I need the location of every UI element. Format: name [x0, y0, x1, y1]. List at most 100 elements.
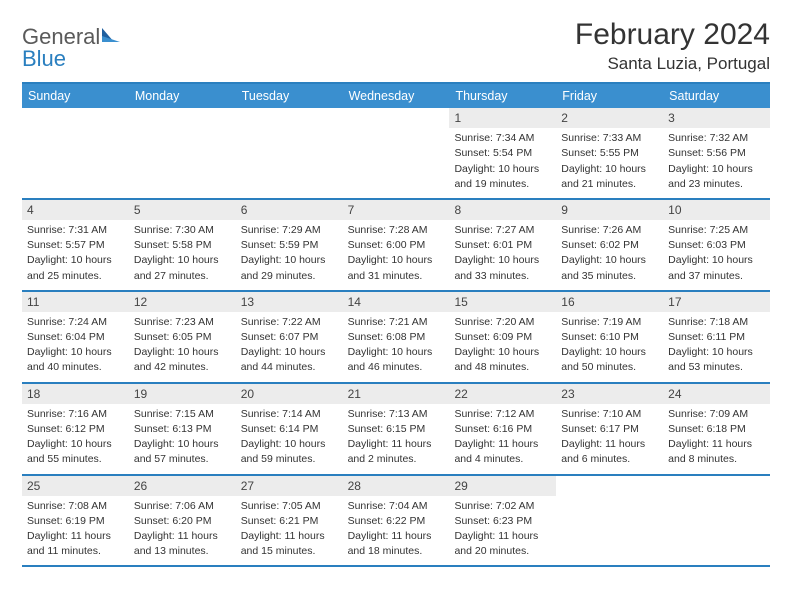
sunset-text: Sunset: 6:18 PM — [668, 422, 765, 436]
calendar-cell: 16Sunrise: 7:19 AMSunset: 6:10 PMDayligh… — [556, 292, 663, 382]
calendar-cell: 1Sunrise: 7:34 AMSunset: 5:54 PMDaylight… — [449, 108, 556, 198]
daylight-text: Daylight: 10 hours — [348, 253, 445, 267]
day-details: Sunrise: 7:32 AMSunset: 5:56 PMDaylight:… — [663, 128, 770, 198]
calendar-cell: 19Sunrise: 7:15 AMSunset: 6:13 PMDayligh… — [129, 384, 236, 474]
day-details: Sunrise: 7:29 AMSunset: 5:59 PMDaylight:… — [236, 220, 343, 290]
daylight-text: Daylight: 10 hours — [668, 345, 765, 359]
sunrise-text: Sunrise: 7:26 AM — [561, 223, 658, 237]
dow-thursday: Thursday — [449, 84, 556, 108]
sunset-text: Sunset: 6:23 PM — [454, 514, 551, 528]
sunrise-text: Sunrise: 7:10 AM — [561, 407, 658, 421]
calendar-week: 4Sunrise: 7:31 AMSunset: 5:57 PMDaylight… — [22, 200, 770, 292]
day-details: Sunrise: 7:22 AMSunset: 6:07 PMDaylight:… — [236, 312, 343, 382]
daylight-text: and 8 minutes. — [668, 452, 765, 466]
day-details: Sunrise: 7:19 AMSunset: 6:10 PMDaylight:… — [556, 312, 663, 382]
day-number: 14 — [343, 292, 450, 312]
sunset-text: Sunset: 6:22 PM — [348, 514, 445, 528]
sunrise-text: Sunrise: 7:25 AM — [668, 223, 765, 237]
calendar-cell: 17Sunrise: 7:18 AMSunset: 6:11 PMDayligh… — [663, 292, 770, 382]
daylight-text: and 25 minutes. — [27, 269, 124, 283]
daylight-text: and 21 minutes. — [561, 177, 658, 191]
calendar-cell: 3Sunrise: 7:32 AMSunset: 5:56 PMDaylight… — [663, 108, 770, 198]
sunset-text: Sunset: 6:09 PM — [454, 330, 551, 344]
daylight-text: Daylight: 10 hours — [454, 345, 551, 359]
day-number: 2 — [556, 108, 663, 128]
calendar-cell: 26Sunrise: 7:06 AMSunset: 6:20 PMDayligh… — [129, 476, 236, 566]
day-details: Sunrise: 7:10 AMSunset: 6:17 PMDaylight:… — [556, 404, 663, 474]
calendar-cell: 27Sunrise: 7:05 AMSunset: 6:21 PMDayligh… — [236, 476, 343, 566]
daylight-text: Daylight: 10 hours — [27, 253, 124, 267]
day-number: 25 — [22, 476, 129, 496]
day-details: Sunrise: 7:05 AMSunset: 6:21 PMDaylight:… — [236, 496, 343, 566]
sunset-text: Sunset: 6:15 PM — [348, 422, 445, 436]
day-number: 3 — [663, 108, 770, 128]
day-number: 12 — [129, 292, 236, 312]
daylight-text: and 35 minutes. — [561, 269, 658, 283]
daylight-text: and 29 minutes. — [241, 269, 338, 283]
sunset-text: Sunset: 6:14 PM — [241, 422, 338, 436]
daylight-text: Daylight: 10 hours — [561, 253, 658, 267]
sunset-text: Sunset: 5:55 PM — [561, 146, 658, 160]
daylight-text: Daylight: 11 hours — [454, 437, 551, 451]
dow-wednesday: Wednesday — [343, 84, 450, 108]
day-number: 19 — [129, 384, 236, 404]
dow-monday: Monday — [129, 84, 236, 108]
sunrise-text: Sunrise: 7:28 AM — [348, 223, 445, 237]
day-number: 18 — [22, 384, 129, 404]
calendar-cell: 10Sunrise: 7:25 AMSunset: 6:03 PMDayligh… — [663, 200, 770, 290]
daylight-text: and 46 minutes. — [348, 360, 445, 374]
day-details: Sunrise: 7:28 AMSunset: 6:00 PMDaylight:… — [343, 220, 450, 290]
day-number: 7 — [343, 200, 450, 220]
day-details: Sunrise: 7:08 AMSunset: 6:19 PMDaylight:… — [22, 496, 129, 566]
sunset-text: Sunset: 6:21 PM — [241, 514, 338, 528]
sunrise-text: Sunrise: 7:04 AM — [348, 499, 445, 513]
daylight-text: Daylight: 11 hours — [561, 437, 658, 451]
daylight-text: Daylight: 10 hours — [134, 345, 231, 359]
day-number: 10 — [663, 200, 770, 220]
day-details: Sunrise: 7:20 AMSunset: 6:09 PMDaylight:… — [449, 312, 556, 382]
day-number: 23 — [556, 384, 663, 404]
calendar-cell: 20Sunrise: 7:14 AMSunset: 6:14 PMDayligh… — [236, 384, 343, 474]
daylight-text: and 18 minutes. — [348, 544, 445, 558]
day-details: Sunrise: 7:04 AMSunset: 6:22 PMDaylight:… — [343, 496, 450, 566]
sunset-text: Sunset: 6:10 PM — [561, 330, 658, 344]
sunset-text: Sunset: 5:57 PM — [27, 238, 124, 252]
sunset-text: Sunset: 6:08 PM — [348, 330, 445, 344]
sunrise-text: Sunrise: 7:18 AM — [668, 315, 765, 329]
daylight-text: Daylight: 11 hours — [27, 529, 124, 543]
daylight-text: and 42 minutes. — [134, 360, 231, 374]
daylight-text: Daylight: 10 hours — [561, 162, 658, 176]
calendar-cell: . — [236, 108, 343, 198]
calendar-cell: 28Sunrise: 7:04 AMSunset: 6:22 PMDayligh… — [343, 476, 450, 566]
day-number: 26 — [129, 476, 236, 496]
day-number: 5 — [129, 200, 236, 220]
daylight-text: Daylight: 10 hours — [27, 437, 124, 451]
day-number: 6 — [236, 200, 343, 220]
day-details: Sunrise: 7:30 AMSunset: 5:58 PMDaylight:… — [129, 220, 236, 290]
day-details: Sunrise: 7:23 AMSunset: 6:05 PMDaylight:… — [129, 312, 236, 382]
daylight-text: and 11 minutes. — [27, 544, 124, 558]
sunset-text: Sunset: 6:04 PM — [27, 330, 124, 344]
daylight-text: Daylight: 10 hours — [454, 162, 551, 176]
calendar-cell: . — [129, 108, 236, 198]
sunrise-text: Sunrise: 7:29 AM — [241, 223, 338, 237]
day-details: Sunrise: 7:14 AMSunset: 6:14 PMDaylight:… — [236, 404, 343, 474]
day-details: Sunrise: 7:21 AMSunset: 6:08 PMDaylight:… — [343, 312, 450, 382]
sunrise-text: Sunrise: 7:24 AM — [27, 315, 124, 329]
sunset-text: Sunset: 6:12 PM — [27, 422, 124, 436]
sunrise-text: Sunrise: 7:13 AM — [348, 407, 445, 421]
daylight-text: Daylight: 10 hours — [561, 345, 658, 359]
sunrise-text: Sunrise: 7:15 AM — [134, 407, 231, 421]
day-details: Sunrise: 7:26 AMSunset: 6:02 PMDaylight:… — [556, 220, 663, 290]
day-number: 9 — [556, 200, 663, 220]
daylight-text: and 59 minutes. — [241, 452, 338, 466]
sunset-text: Sunset: 6:16 PM — [454, 422, 551, 436]
sunrise-text: Sunrise: 7:19 AM — [561, 315, 658, 329]
sunrise-text: Sunrise: 7:20 AM — [454, 315, 551, 329]
dow-friday: Friday — [556, 84, 663, 108]
calendar-cell: . — [663, 476, 770, 566]
sunrise-text: Sunrise: 7:06 AM — [134, 499, 231, 513]
day-number: 4 — [22, 200, 129, 220]
day-details: Sunrise: 7:12 AMSunset: 6:16 PMDaylight:… — [449, 404, 556, 474]
header-row: General Blue February 2024 Santa Luzia, … — [22, 18, 770, 74]
